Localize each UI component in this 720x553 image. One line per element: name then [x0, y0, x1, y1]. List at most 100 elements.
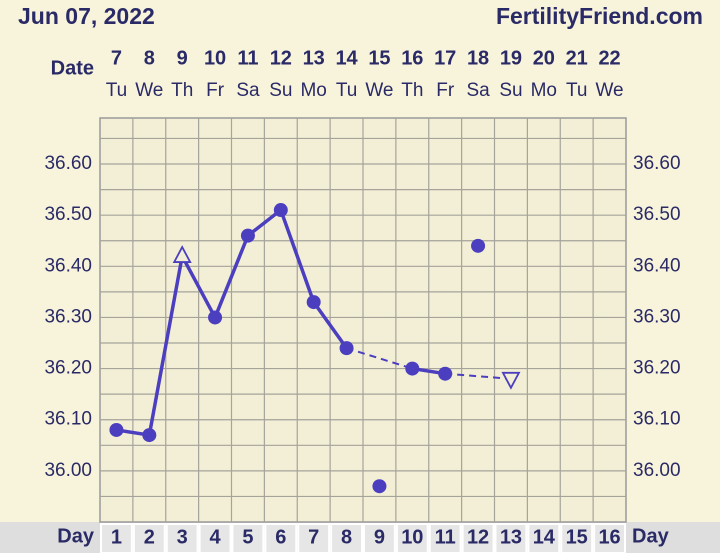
day-cell	[264, 523, 298, 553]
day-cell	[297, 523, 331, 553]
weekday: Th	[401, 80, 423, 101]
day-number: 2	[144, 526, 155, 548]
y-tick-label: 36.40	[44, 255, 92, 276]
weekday: We	[365, 80, 393, 101]
day-cell	[494, 523, 528, 553]
point	[306, 295, 321, 310]
day-label: Day	[632, 525, 670, 547]
y-tick-label: 36.10	[633, 409, 681, 430]
point	[471, 238, 486, 253]
day-cell	[132, 523, 166, 553]
day-number: 14	[533, 526, 556, 548]
day-cell	[395, 523, 429, 553]
weekday: Fr	[436, 80, 455, 101]
y-tick-label: 36.60	[44, 153, 92, 174]
day-number: 9	[374, 526, 385, 548]
y-tick-label: 36.00	[44, 460, 92, 481]
date-number: 14	[335, 47, 358, 69]
point	[240, 228, 255, 243]
day-number: 11	[435, 526, 456, 548]
day-cell	[198, 523, 232, 553]
date-number: 21	[566, 47, 588, 69]
day-label: Day	[57, 525, 95, 547]
line-segment	[147, 255, 184, 436]
y-tick-label: 36.50	[44, 204, 92, 225]
weekday: Su	[499, 80, 522, 101]
day-number: 3	[177, 526, 188, 548]
day-cell	[428, 523, 462, 553]
point	[438, 366, 453, 381]
y-tick-label: 36.30	[633, 306, 681, 327]
y-tick-label: 36.20	[633, 358, 681, 379]
day-cell	[560, 523, 594, 553]
day-number: 4	[210, 526, 222, 548]
point	[208, 310, 223, 325]
day-number: 7	[308, 526, 319, 548]
date-number: 11	[237, 47, 258, 69]
line-segment	[279, 209, 316, 303]
day-number: 16	[598, 526, 620, 548]
weekday: Tu	[106, 80, 127, 101]
day-number: 5	[242, 526, 253, 548]
date-number: 22	[598, 47, 620, 69]
point	[372, 479, 387, 494]
day-cell	[461, 523, 495, 553]
weekday: Mo	[531, 80, 557, 101]
point	[273, 203, 288, 218]
day-cell	[527, 523, 561, 553]
date-number: 13	[303, 47, 325, 69]
weekday: Tu	[566, 80, 587, 101]
date-number: 8	[144, 47, 155, 69]
weekday: Tu	[336, 80, 357, 101]
triangle-marker	[501, 371, 521, 390]
day-cell	[165, 523, 199, 553]
line-segment	[312, 301, 348, 350]
point	[339, 341, 354, 356]
date-number: 16	[401, 47, 423, 69]
y-tick-label: 36.10	[44, 409, 92, 430]
y-tick-label: 36.50	[633, 204, 681, 225]
site-name: FertilityFriend.com	[496, 3, 703, 29]
y-tick-label: 36.40	[633, 255, 681, 276]
date-number: 15	[368, 47, 390, 69]
point	[109, 422, 124, 437]
day-cell	[363, 523, 396, 553]
y-tick-label: 36.60	[633, 153, 681, 174]
y-tick-label: 36.30	[44, 306, 92, 327]
date-number: 12	[270, 47, 292, 69]
date-number: 18	[467, 47, 489, 69]
day-cell	[100, 523, 133, 553]
date-number: 20	[533, 47, 555, 69]
weekday: Th	[171, 80, 193, 101]
day-number: 10	[401, 526, 423, 548]
weekday: Su	[269, 80, 292, 101]
day-cell	[231, 523, 265, 553]
chart-date: Jun 07, 2022	[18, 3, 155, 29]
date-number: 7	[111, 47, 122, 69]
day-number: 12	[467, 526, 489, 548]
date-number: 19	[500, 47, 522, 69]
day-number: 6	[275, 526, 286, 548]
weekday: Sa	[236, 80, 260, 101]
dashed-line	[445, 372, 512, 380]
triangle-marker	[172, 245, 192, 263]
weekday: Fr	[206, 80, 225, 101]
y-tick-label: 36.20	[44, 358, 92, 379]
day-number: 13	[500, 526, 522, 548]
line-segment	[180, 255, 217, 319]
day-cell	[593, 523, 626, 553]
line-segment	[213, 234, 250, 319]
day-cell	[330, 523, 363, 553]
day-number: 15	[566, 526, 588, 548]
day-number: 8	[341, 526, 352, 548]
point	[405, 361, 420, 376]
y-tick-label: 36.00	[633, 460, 681, 481]
date-number: 17	[434, 47, 456, 69]
weekday: Sa	[466, 80, 490, 101]
weekday: We	[135, 80, 163, 101]
date-label: Date	[51, 57, 94, 79]
day-number: 1	[111, 526, 122, 548]
weekday: We	[595, 80, 623, 101]
date-number: 10	[204, 47, 226, 69]
